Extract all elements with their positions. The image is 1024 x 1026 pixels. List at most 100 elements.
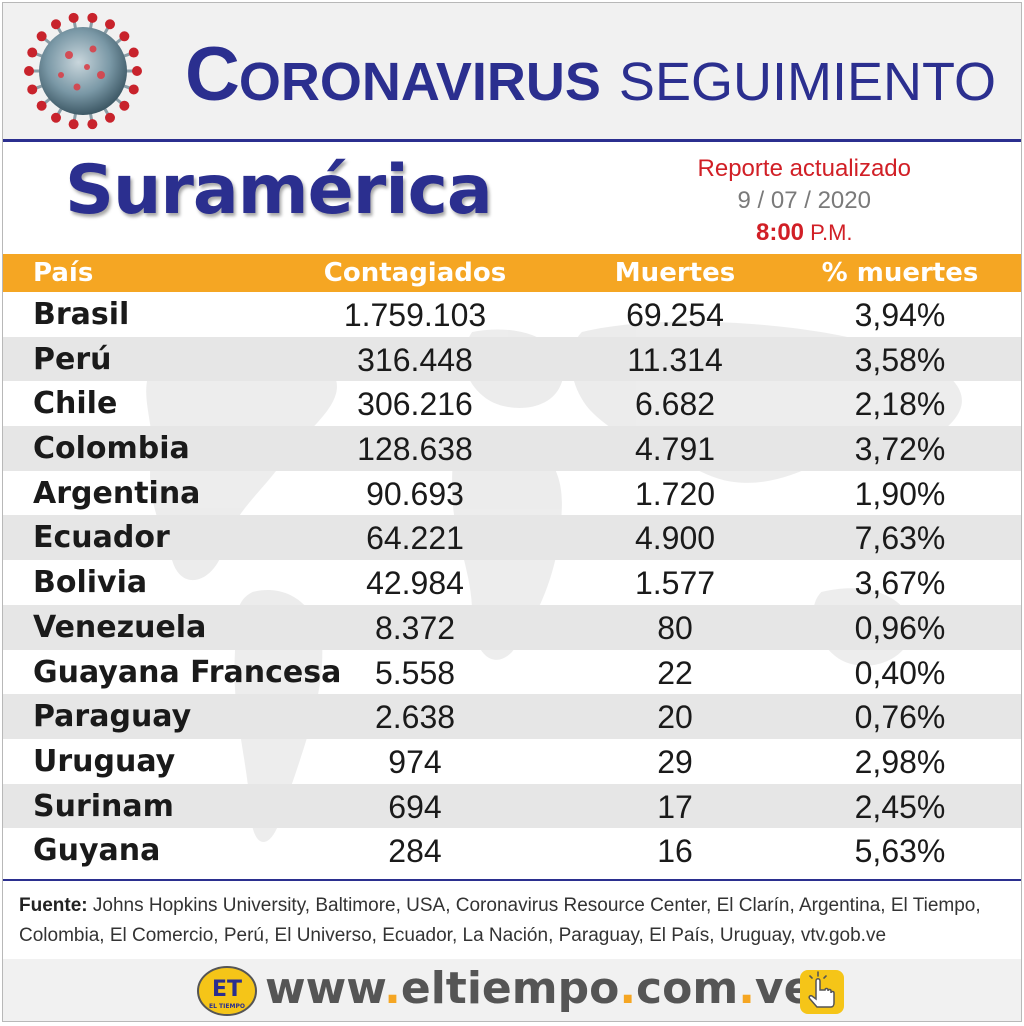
data-table: Brasil 1.759.103 69.254 3,94% Perú 316.4… <box>3 292 1021 873</box>
logo-text: ET <box>212 977 242 1002</box>
pct-cell: 3,67% <box>854 565 946 602</box>
table-row: Perú 316.448 11.314 3,58% <box>3 336 1021 382</box>
url-domain: eltiempo <box>400 963 620 1014</box>
pct-cell: 0,40% <box>854 654 946 691</box>
source-label: Fuente: <box>19 895 88 916</box>
table-row: Guyana 284 16 5,63% <box>3 828 1021 873</box>
cases-cell: 42.984 <box>366 565 464 602</box>
pct-cell: 2,98% <box>854 743 946 780</box>
pct-cell: 2,18% <box>854 386 946 423</box>
website-url[interactable]: www.eltiempo.com.ve <box>265 963 813 1014</box>
deaths-cell: 69.254 <box>626 297 724 333</box>
country-cell: Uruguay <box>33 743 176 779</box>
pct-cell: 3,72% <box>854 431 946 468</box>
logo-subtext: EL TIEMPO <box>209 1003 245 1010</box>
report-time: 8:00 P.M. <box>698 217 911 249</box>
country-cell: Venezuela <box>33 609 207 645</box>
pct-cell: 7,63% <box>854 520 946 557</box>
source-note: Fuente: Johns Hopkins University, Baltim… <box>19 891 1009 951</box>
deaths-cell: 1.720 <box>634 475 716 512</box>
header-country: País <box>33 258 94 288</box>
table-row: Argentina 90.693 1.720 1,90% <box>3 471 1021 516</box>
deaths-cell: 4.900 <box>634 520 716 557</box>
country-cell: Brasil <box>33 297 130 332</box>
deaths-cell: 22 <box>657 654 693 691</box>
country-cell: Guyana <box>33 833 161 869</box>
country-cell: Chile <box>33 386 118 422</box>
table-row: Paraguay 2.638 20 0,76% <box>3 694 1021 739</box>
report-time-suffix: P.M. <box>804 220 853 245</box>
cases-cell: 694 <box>388 788 442 825</box>
report-date: 9 / 07 / 2020 <box>737 187 871 214</box>
report-block: Reporte actualizado 9 / 07 / 2020 8:00 P… <box>698 153 911 249</box>
deaths-cell: 1.577 <box>634 565 716 602</box>
table-row: Guayana Francesa 5.558 22 0,40% <box>3 650 1021 695</box>
table-row: Brasil 1.759.103 69.254 3,94% <box>3 292 1021 337</box>
header-pct: % muertes <box>821 258 979 288</box>
pct-cell: 5,63% <box>854 833 946 870</box>
deaths-cell: 29 <box>657 743 693 780</box>
cases-cell: 284 <box>388 833 442 870</box>
table-row: Bolivia 42.984 1.577 3,67% <box>3 560 1021 605</box>
cases-cell: 5.558 <box>374 654 456 691</box>
deaths-cell: 16 <box>657 833 693 870</box>
country-cell: Perú <box>33 341 112 377</box>
pct-cell: 3,58% <box>854 341 946 378</box>
table-row: Ecuador 64.221 4.900 7,63% <box>3 515 1021 561</box>
el-tiempo-logo: ET EL TIEMPO <box>197 966 257 1016</box>
header-divider <box>3 139 1021 142</box>
report-time-bold: 8:00 <box>755 219 805 246</box>
country-cell: Ecuador <box>33 520 170 556</box>
cases-cell: 128.638 <box>357 431 473 468</box>
cases-cell: 316.448 <box>357 341 473 378</box>
cases-cell: 64.221 <box>366 520 464 557</box>
country-cell: Paraguay <box>33 699 192 735</box>
header-cases: Contagiados <box>323 258 507 288</box>
pointing-hand-icon <box>800 970 844 1014</box>
cases-cell: 1.759.103 <box>343 297 487 333</box>
cases-cell: 306.216 <box>357 386 473 423</box>
pct-cell: 0,96% <box>854 609 946 646</box>
header-deaths: Muertes <box>614 258 736 288</box>
url-www: www <box>265 963 385 1014</box>
pct-cell: 1,90% <box>854 475 946 512</box>
source-text: Johns Hopkins University, Baltimore, USA… <box>19 895 981 946</box>
region-title: Suramérica <box>65 151 493 230</box>
table-row: Uruguay 974 29 2,98% <box>3 739 1021 784</box>
title-rest: ORONAVIRUS <box>238 52 601 112</box>
pct-cell: 3,94% <box>854 297 946 333</box>
deaths-cell: 6.682 <box>634 386 716 423</box>
table-row: Surinam 694 17 2,45% <box>3 783 1021 829</box>
coronavirus-icon <box>24 12 142 130</box>
table-row: Chile 306.216 6.682 2,18% <box>3 381 1021 426</box>
footer-band <box>3 959 1021 1021</box>
country-cell: Bolivia <box>33 565 148 601</box>
report-label: Reporte actualizado <box>697 155 911 182</box>
deaths-cell: 20 <box>657 699 693 736</box>
title-first-letter: C <box>185 32 240 117</box>
cases-cell: 8.372 <box>374 609 456 646</box>
deaths-cell: 11.314 <box>627 341 723 378</box>
title-second: SEGUIMIENTO <box>618 52 996 112</box>
cases-cell: 974 <box>388 743 442 780</box>
cases-cell: 2.638 <box>374 699 456 736</box>
pct-cell: 0,76% <box>854 699 946 736</box>
cases-cell: 90.693 <box>366 475 464 512</box>
url-dot: . <box>384 963 401 1014</box>
country-cell: Surinam <box>33 788 174 824</box>
source-divider <box>3 879 1021 881</box>
pct-cell: 2,45% <box>854 788 946 825</box>
url-dot: . <box>619 963 637 1014</box>
header-band <box>3 3 1021 140</box>
main-title: C ORONAVIRUS SEGUIMIENTO <box>185 31 996 117</box>
country-cell: Argentina <box>33 475 201 511</box>
deaths-cell: 4.791 <box>634 431 716 468</box>
deaths-cell: 80 <box>657 609 693 646</box>
table-row: Venezuela 8.372 80 0,96% <box>3 604 1021 650</box>
table-header: País Contagiados Muertes % muertes <box>3 254 1021 292</box>
deaths-cell: 17 <box>657 788 693 825</box>
table-row: Colombia 128.638 4.791 3,72% <box>3 426 1021 471</box>
url-com: com <box>636 963 739 1014</box>
country-cell: Colombia <box>33 431 190 467</box>
